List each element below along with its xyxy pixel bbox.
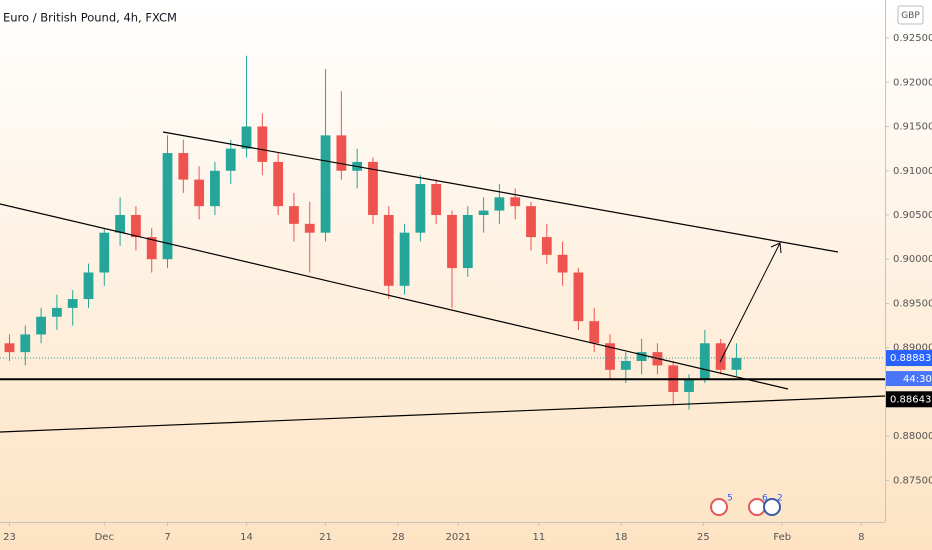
y-tick-label: 0.87500 [893,475,932,486]
candle-body [131,214,141,238]
candle-body [494,197,505,211]
candle-body [273,161,284,207]
x-tick-label: 25 [697,532,710,543]
candle-body [99,232,110,273]
x-tick-label: 14 [240,532,253,543]
y-tick-label: 0.92500 [893,33,932,44]
candle-body [289,206,299,224]
candle-body [415,184,426,233]
x-tick-label: 28 [392,532,405,543]
event-count: 5 [727,494,733,504]
event-count: 6 [762,494,768,504]
currency-label[interactable]: GBP [901,11,920,21]
level-label: 0.88643 [890,394,931,405]
x-tick-label: 8 [858,532,864,543]
y-tick-label: 0.91500 [893,122,932,133]
candle-body [36,316,46,335]
x-tick-label: 23 [3,532,16,543]
candle-body [210,170,220,207]
last-price-box [886,350,932,367]
y-tick-label: 0.92000 [893,77,932,88]
x-tick-label: 7 [164,532,170,543]
trend-line [0,203,789,390]
candle-body [431,184,442,215]
candle-body [541,237,552,255]
level-box [886,391,932,408]
x-tick-label: 2021 [446,532,471,543]
arrow-head [770,242,782,254]
x-tick-label: 18 [615,532,628,543]
chart-title: Euro / British Pound, 4h, FXCM [3,11,177,25]
event-count: 2 [777,494,783,504]
candle-body [368,161,378,215]
candle-body [383,214,394,286]
candle-body [510,197,521,207]
last-price-label: 0.88883 [890,353,931,364]
candle-body [51,307,62,317]
candle-body [605,343,615,370]
candle-body [526,206,536,238]
candle-body [83,272,94,300]
y-tick-label: 0.89500 [893,298,932,309]
candle-body [4,343,15,353]
candle-body [194,179,205,207]
candle-body [699,343,710,379]
x-tick-label: Feb [773,532,791,543]
candle-body [257,126,268,162]
candle-body [557,254,568,273]
candle-body [67,299,78,308]
x-tick-label: 21 [319,532,332,543]
y-tick-label: 0.90500 [893,210,932,221]
candle-body [225,148,236,171]
candle-body [399,232,410,286]
y-tick-label: 0.90000 [893,254,932,265]
candle-body [684,378,694,392]
candle-body [462,214,473,269]
candle-body [178,153,189,180]
candle-body [336,135,347,171]
candle-body [241,126,252,149]
y-tick-label: 0.91000 [893,166,932,177]
candle-body [304,223,315,233]
x-tick-label: Dec [95,532,114,543]
candle-body [320,135,331,233]
candle-body [115,214,126,233]
event-icon[interactable] [710,498,728,516]
trend-line [162,131,839,253]
events: 5 6 2 [710,494,783,516]
candle-body [20,334,31,353]
candle-body [620,360,631,370]
countdown-label: 44:30 [903,374,932,385]
y-tick-label: 0.89000 [893,343,932,354]
candle-body [715,343,726,370]
x-tick-label: 11 [533,532,546,543]
candle-body [447,214,457,269]
candle-body [478,210,489,215]
candle-body [146,237,157,260]
candle-body [162,153,173,260]
projection-arrow [719,242,781,363]
plot-area [4,55,742,410]
candle-body [731,358,742,370]
trend-line [0,395,886,433]
currency-box[interactable] [897,5,924,25]
candle-body [589,321,600,344]
event-icon[interactable] [763,498,781,516]
y-tick-label: 0.88000 [893,431,932,442]
countdown-box [886,371,932,387]
candle-body [573,272,584,322]
candle-body [636,352,647,361]
